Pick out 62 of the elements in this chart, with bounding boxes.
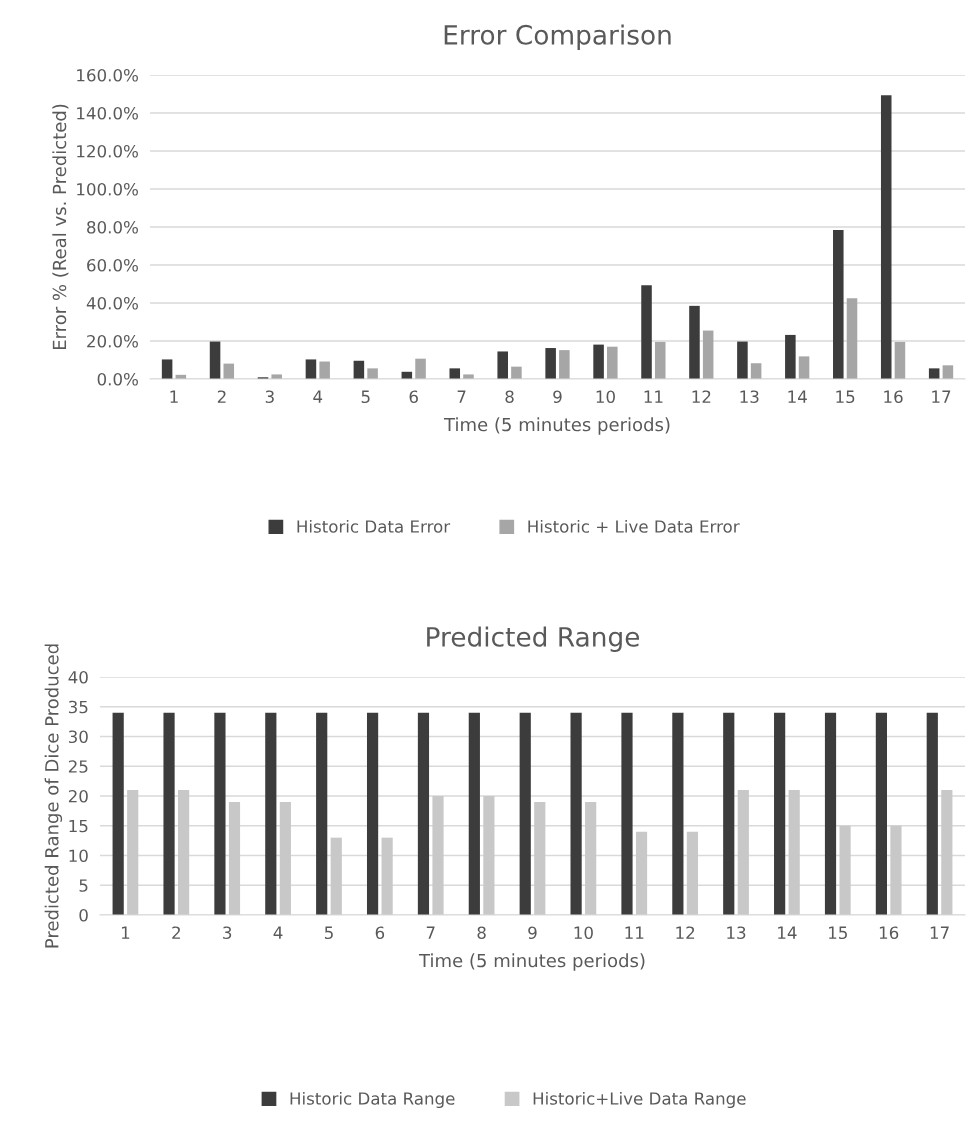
y-tick-label: 100.0% bbox=[77, 182, 138, 196]
x-tick-label: 1 bbox=[170, 390, 178, 403]
legend-label: Historic Data Range bbox=[290, 1091, 455, 1109]
legend-label: Historic Data Error bbox=[297, 519, 451, 533]
x-axis-title: Time (5 minutes periods) bbox=[443, 417, 670, 435]
x-tick-label: 9 bbox=[553, 390, 562, 404]
x-tick-label: 15 bbox=[829, 926, 847, 940]
x-tick-label: 7 bbox=[457, 390, 466, 403]
y-tick-label: 40 bbox=[68, 670, 88, 684]
x-tick-label: 15 bbox=[836, 390, 855, 404]
y-tick-label: 20 bbox=[68, 789, 88, 803]
x-tick-label: 17 bbox=[930, 926, 949, 939]
x-tick-label: 3 bbox=[223, 926, 232, 940]
x-tick-label: 12 bbox=[676, 926, 695, 939]
x-tick-label: 2 bbox=[172, 926, 180, 939]
y-tick-label: 5 bbox=[79, 879, 88, 892]
y-tick-label: 60.0% bbox=[87, 258, 138, 272]
y-axis-title: Error % (Real vs. Predicted) bbox=[52, 104, 69, 350]
chart-title: Error Comparison bbox=[444, 24, 671, 50]
x-tick-label: 7 bbox=[426, 926, 435, 939]
x-tick-label: 4 bbox=[273, 926, 283, 939]
y-tick-label: 35 bbox=[68, 700, 88, 714]
x-tick-label: 3 bbox=[265, 390, 274, 404]
x-tick-label: 2 bbox=[217, 390, 226, 403]
x-tick-label: 9 bbox=[528, 926, 537, 940]
x-tick-label: 10 bbox=[574, 926, 593, 940]
x-tick-label: 16 bbox=[879, 926, 899, 940]
x-tick-label: 6 bbox=[409, 390, 418, 404]
x-tick-label: 14 bbox=[778, 926, 797, 939]
x-tick-label: 12 bbox=[692, 390, 711, 403]
x-tick-label: 11 bbox=[625, 926, 644, 939]
x-tick-label: 6 bbox=[375, 926, 385, 940]
y-tick-label: 10 bbox=[69, 849, 88, 863]
x-tick-label: 14 bbox=[788, 390, 807, 403]
x-tick-label: 10 bbox=[596, 390, 615, 404]
y-tick-label: 20.0% bbox=[87, 334, 138, 348]
y-tick-label: 15 bbox=[69, 819, 88, 833]
x-tick-label: 5 bbox=[324, 926, 333, 940]
y-tick-label: 120.0% bbox=[77, 144, 138, 158]
chart-title: Predicted Range bbox=[427, 626, 640, 652]
x-tick-label: 8 bbox=[505, 390, 514, 404]
x-tick-label: 5 bbox=[361, 390, 370, 404]
y-tick-label: 160.0% bbox=[77, 68, 138, 82]
x-tick-label: 17 bbox=[932, 390, 951, 403]
y-tick-label: 0 bbox=[79, 908, 88, 922]
x-tick-label: 13 bbox=[727, 926, 746, 940]
x-axis-title: Time (5 minutes periods) bbox=[418, 953, 645, 971]
legend-label: Historic + Live Data Error bbox=[528, 519, 740, 533]
legend-label: Historic+Live Data Range bbox=[533, 1091, 746, 1109]
x-tick-label: 8 bbox=[477, 926, 486, 940]
y-tick-label: 0.0% bbox=[97, 372, 138, 386]
y-tick-label: 25 bbox=[68, 760, 88, 773]
x-tick-label: 13 bbox=[740, 390, 759, 404]
x-tick-label: 1 bbox=[121, 926, 130, 939]
y-tick-label: 140.0% bbox=[77, 106, 138, 120]
y-tick-label: 80.0% bbox=[87, 220, 138, 234]
x-tick-label: 4 bbox=[313, 390, 323, 403]
x-tick-label: 16 bbox=[884, 390, 903, 404]
x-tick-label: 11 bbox=[644, 390, 663, 403]
y-tick-label: 30 bbox=[68, 730, 88, 744]
y-tick-label: 40.0% bbox=[86, 296, 138, 310]
y-axis-title: Predicted Range of Dice Produced bbox=[44, 644, 63, 948]
